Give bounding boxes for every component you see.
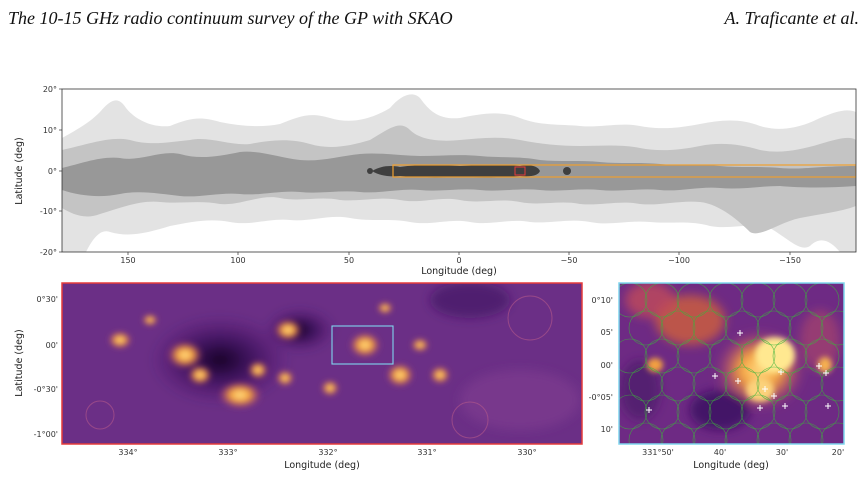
x-tick-label: 20' [832, 448, 844, 457]
y-tick-label: -20° [40, 248, 57, 257]
zoom2-image [619, 283, 844, 444]
zoom2-indicator-box [331, 325, 394, 365]
x-tick-label: 334° [118, 448, 137, 457]
x-tick-label: 50 [344, 256, 354, 265]
zoom1-y-ticks: 0°30' 00' -0°30' -1°00' [34, 295, 58, 439]
zoom1-image [62, 283, 582, 444]
y-tick-label: 20° [43, 85, 57, 94]
contour-knot [563, 167, 571, 175]
x-tick-label: 333° [218, 448, 237, 457]
y-tick-label: 10° [43, 126, 57, 135]
zoom-indicator-box [514, 166, 526, 176]
top-contours [62, 94, 856, 252]
y-tick-label: 0°30' [37, 295, 58, 304]
contour-level-4 [372, 164, 540, 178]
y-tick-label: -0°30' [34, 385, 58, 394]
x-tick-label: −50 [561, 256, 578, 265]
top-y-axis-label: Latitude (deg) [14, 137, 25, 204]
x-tick-label: 331° [417, 448, 436, 457]
y-tick-label: 10' [601, 425, 613, 434]
zoom1-frame [61, 282, 583, 445]
x-tick-label: −100 [668, 256, 690, 265]
survey-footprint-box [392, 164, 856, 178]
zoom2-x-axis-label: Longitude (deg) [693, 460, 769, 471]
y-tick-label: 00' [46, 341, 58, 350]
x-tick-label: 331°50' [642, 448, 674, 457]
source-markers [646, 330, 831, 413]
zoom2-y-ticks: 0°10' 05' 00' -0°05' 10' [589, 296, 613, 434]
y-tick-label: 0°10' [592, 296, 613, 305]
zoom2-x-ticks: 331°50' 40' 30' 20' [642, 448, 844, 457]
zoom1-x-axis-label: Longitude (deg) [284, 460, 360, 471]
paper-running-title: The 10-15 GHz radio continuum survey of … [8, 8, 453, 28]
x-tick-label: 332° [318, 448, 337, 457]
zoom2-panel: 0°10' 05' 00' -0°05' 10' 331°50' 40' 30'… [589, 282, 845, 471]
y-tick-label: -10° [40, 207, 57, 216]
zoom2-frame [618, 282, 845, 445]
top-x-ticks: 150 100 50 0 −50 −100 −150 [120, 252, 801, 265]
top-x-axis-label: Longitude (deg) [421, 266, 497, 277]
x-tick-label: 150 [120, 256, 135, 265]
top-panel: 20° 10° 0° -10° -20° 150 100 50 0 −50 −1… [14, 85, 857, 277]
y-tick-label: -0°05' [589, 393, 613, 402]
x-tick-label: 330° [517, 448, 536, 457]
zoom1-x-ticks: 334° 333° 332° 331° 330° [118, 448, 536, 457]
x-tick-label: 0 [456, 256, 461, 265]
y-tick-label: 00' [601, 361, 613, 370]
paper-running-authors: A. Traficante et al. [724, 8, 860, 28]
x-tick-label: 40' [714, 448, 726, 457]
x-tick-label: 100 [230, 256, 245, 265]
y-tick-label: 0° [48, 167, 57, 176]
pointing-grid [619, 283, 844, 444]
zoom1-panel: 0°30' 00' -0°30' -1°00' 334° 333° 332° 3… [14, 282, 583, 471]
y-tick-label: -1°00' [34, 430, 58, 439]
contour-knot [367, 168, 373, 174]
top-y-ticks: 20° 10° 0° -10° -20° [40, 85, 62, 257]
x-tick-label: −150 [779, 256, 801, 265]
y-tick-label: 05' [601, 328, 613, 337]
x-tick-label: 30' [776, 448, 788, 457]
zoom1-y-axis-label: Latitude (deg) [14, 329, 25, 396]
